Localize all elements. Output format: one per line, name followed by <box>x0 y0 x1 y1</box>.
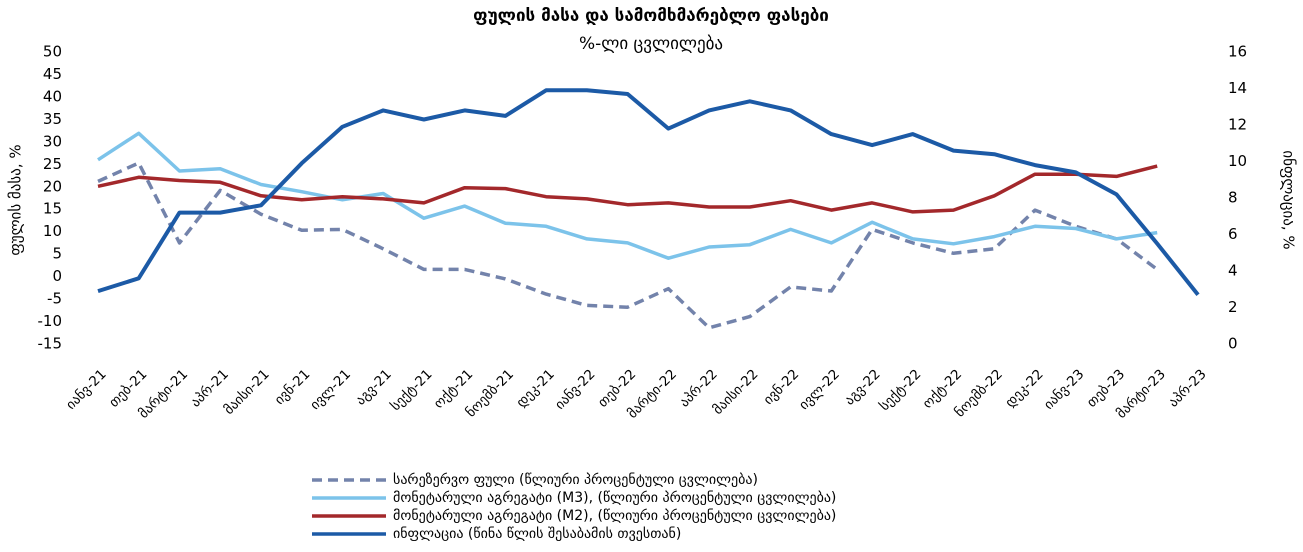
y2-axis-label: ინფლაცია, % <box>1280 150 1298 249</box>
x-tick-label: სექტ-21 <box>388 366 436 414</box>
legend-label: ინფლაცია (წინა წლის შესაბამის თვესთან) <box>393 526 681 542</box>
legend-label: მონეტარული აგრეგატი (M3), (წლიური პროცენ… <box>393 489 836 506</box>
y-tick-label: 5 <box>52 245 62 263</box>
series-line <box>97 161 1159 330</box>
x-tick-label: დეკ-22 <box>1002 366 1046 410</box>
x-tick-label: იანვ-23 <box>1041 366 1088 413</box>
x-tick-label: სექტ-22 <box>877 366 925 414</box>
y-tick-label: 25 <box>43 155 62 173</box>
y2-tick-label: 10 <box>1228 152 1247 170</box>
x-tick-label: იანვ-21 <box>63 366 110 413</box>
chart-subtitle: %-ლი ცვლილება <box>579 34 723 54</box>
series-line <box>97 131 1158 260</box>
series-line <box>97 164 1158 214</box>
y-tick-label: 30 <box>43 132 62 150</box>
x-tick-label: ივლ-22 <box>796 366 843 413</box>
x-tick-label: ივლ-21 <box>307 366 354 413</box>
x-tick-label: დეკ-21 <box>513 366 557 410</box>
x-tick-label: მაისი-21 <box>221 366 273 418</box>
y-tick-label: 40 <box>43 87 62 105</box>
x-tick-label: მაისი-22 <box>710 366 762 418</box>
y-tick-label: -10 <box>38 312 63 330</box>
series-line <box>97 88 1200 296</box>
y2-tick-label: 0 <box>1228 335 1238 353</box>
x-tick-label: იანვ-22 <box>552 366 599 413</box>
y-axis-label: ფულის მასა, % <box>7 144 25 255</box>
y-tick-label: -5 <box>47 290 62 308</box>
legend-label: მონეტარული აგრეგატი (M2), (წლიური პროცენ… <box>393 507 836 524</box>
y2-tick-label: 14 <box>1228 79 1247 97</box>
y2-tick-label: 12 <box>1228 116 1247 134</box>
y-tick-label: 10 <box>43 222 62 240</box>
chart-title: ფულის მასა და სამომხმარებლო ფასები <box>473 6 829 26</box>
y2-tick-label: 6 <box>1228 225 1238 243</box>
y2-tick-label: 4 <box>1228 262 1238 280</box>
y2-tick-label: 16 <box>1228 43 1247 61</box>
y2-tick-label: 8 <box>1228 189 1238 207</box>
y-tick-label: 50 <box>43 43 62 61</box>
x-tick-label: აპრ-23 <box>1165 366 1210 411</box>
y-tick-label: 15 <box>43 200 62 218</box>
y-tick-label: -15 <box>38 335 63 353</box>
y-tick-label: 35 <box>43 110 62 128</box>
y-tick-label: 20 <box>43 177 62 195</box>
y-tick-label: 0 <box>52 267 62 285</box>
legend-label: სარეზერვო ფული (წლიური პროცენტული ცვლილე… <box>393 471 758 488</box>
y2-tick-label: 2 <box>1228 298 1238 316</box>
y-tick-label: 45 <box>43 65 62 83</box>
